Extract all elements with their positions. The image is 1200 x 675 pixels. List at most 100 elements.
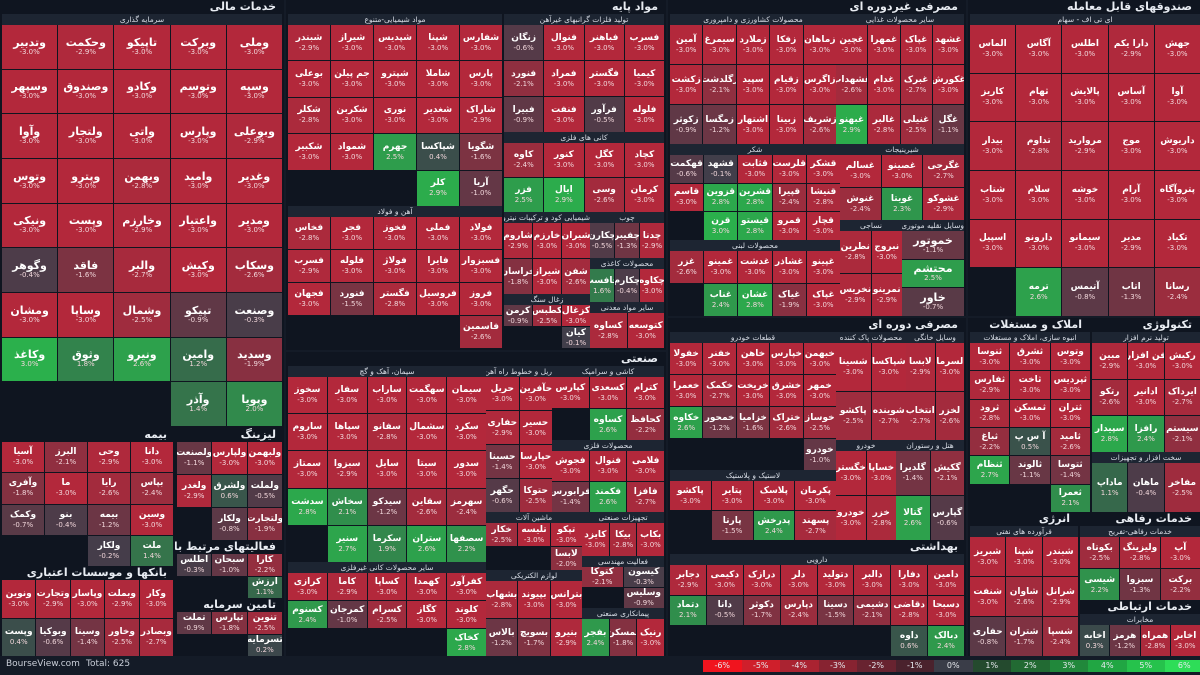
- stock-tile[interactable]: کگل -3.0%: [584, 143, 624, 177]
- stock-tile[interactable]: مبین -2.9%: [1092, 343, 1128, 379]
- stock-tile[interactable]: وشمال -2.5%: [114, 293, 170, 337]
- stock-tile[interactable]: غپاک -3.0%: [806, 284, 840, 316]
- stock-tile[interactable]: غشوکو -2.9%: [923, 188, 964, 220]
- stock-tile[interactable]: حسیر -3.0%: [519, 411, 552, 444]
- stock-tile[interactable]: واعتبار -3.0%: [170, 203, 226, 248]
- stock-tile[interactable]: پکرمان -3.0%: [795, 481, 836, 510]
- stock-tile[interactable]: ساروم -3.0%: [288, 414, 327, 451]
- stock-tile[interactable]: کسرام -2.5%: [367, 601, 407, 628]
- stock-tile[interactable]: خفنر -3.0%: [703, 343, 736, 374]
- stock-tile[interactable]: زملارد -3.0%: [736, 25, 770, 64]
- stock-tile[interactable]: فجوش -3.0%: [552, 451, 589, 481]
- stock-tile[interactable]: غمهرا -3.0%: [868, 25, 900, 64]
- stock-tile[interactable]: قلرست -3.0%: [772, 155, 806, 183]
- stock-tile[interactable]: نمرینو -2.9%: [871, 274, 902, 316]
- stock-tile[interactable]: دبالک 2.4%: [928, 626, 964, 656]
- stock-tile[interactable]: غبرک -2.7%: [900, 65, 932, 104]
- stock-tile[interactable]: وسی -2.6%: [584, 178, 624, 212]
- stock-tile[interactable]: آساس -3.0%: [1108, 73, 1154, 122]
- stock-tile[interactable]: شپاکسا 0.4%: [417, 134, 459, 170]
- stock-tile[interactable]: هرمز -1.2%: [1110, 625, 1140, 656]
- stock-tile[interactable]: دسینا -1.5%: [817, 595, 854, 626]
- stock-tile[interactable]: کچاد -3.0%: [624, 143, 664, 177]
- stock-tile[interactable]: غدام -3.0%: [868, 65, 900, 104]
- stock-tile[interactable]: دامین -3.0%: [928, 565, 964, 595]
- stock-tile[interactable]: زکوثر -0.9%: [670, 105, 703, 144]
- stock-tile[interactable]: حپارسا -3.0%: [519, 445, 552, 478]
- stock-tile[interactable]: کیمیا -3.0%: [624, 61, 664, 96]
- stock-tile[interactable]: وبرکت -3.0%: [170, 25, 226, 69]
- stock-tile[interactable]: ثتوسا -1.4%: [1050, 456, 1090, 484]
- stock-tile[interactable]: ختراک -2.6%: [770, 407, 803, 438]
- stock-tile[interactable]: شیران -3.0%: [562, 223, 590, 258]
- stock-tile[interactable]: خاور -0.7%: [902, 288, 964, 316]
- stock-tile[interactable]: شپاکسا -3.0%: [871, 343, 906, 391]
- stock-tile[interactable]: غچین -3.0%: [836, 25, 868, 64]
- stock-tile[interactable]: تپیکو -0.9%: [170, 293, 226, 337]
- stock-tile[interactable]: دتماد 2.1%: [670, 595, 706, 626]
- stock-tile[interactable]: غشاذر -3.0%: [772, 251, 806, 283]
- stock-tile[interactable]: ولپارس -3.0%: [212, 442, 247, 474]
- stock-tile[interactable]: چافست1.6%: [590, 269, 614, 302]
- stock-tile[interactable]: سیتا -3.0%: [407, 451, 447, 488]
- stock-tile[interactable]: غصینو -3.0%: [881, 155, 923, 187]
- stock-tile[interactable]: حفاری -2.9%: [486, 411, 519, 444]
- stock-tile[interactable]: دکیمی -3.0%: [706, 565, 743, 595]
- stock-tile[interactable]: وکادو -3.0%: [114, 69, 170, 114]
- stock-tile[interactable]: تپارس -1.8%: [212, 612, 247, 634]
- stock-tile[interactable]: مفاخر -2.5%: [1164, 463, 1200, 512]
- stock-tile[interactable]: غشهد -3.0%: [932, 25, 964, 64]
- stock-tile[interactable]: سپاها -3.0%: [327, 414, 367, 451]
- stock-tile[interactable]: سخوز -3.0%: [288, 377, 327, 414]
- stock-tile[interactable]: حگهر -0.6%: [486, 479, 519, 512]
- stock-tile[interactable]: اخابه 0.3%: [1080, 625, 1110, 656]
- stock-tile[interactable]: آرام -3.0%: [1108, 171, 1154, 219]
- stock-tile[interactable]: بنو -0.4%: [45, 504, 87, 535]
- stock-tile[interactable]: وآفری -1.8%: [2, 473, 44, 504]
- stock-tile[interactable]: همراه -2.8%: [1140, 625, 1170, 656]
- stock-tile[interactable]: قیستو 2.8%: [738, 212, 772, 240]
- stock-tile[interactable]: ثباغ -2.2%: [970, 428, 1010, 456]
- stock-tile[interactable]: ونیکی -3.0%: [2, 203, 58, 248]
- stock-tile[interactable]: کاما -2.9%: [327, 573, 367, 600]
- stock-tile[interactable]: حآفرین -3.0%: [519, 377, 552, 410]
- stock-tile[interactable]: گپارس -0.6%: [930, 496, 964, 540]
- stock-tile[interactable]: ما -3.0%: [45, 473, 87, 504]
- stock-tile[interactable]: محتشم 2.5%: [902, 259, 964, 288]
- stock-tile[interactable]: خزامیا -1.6%: [736, 407, 770, 438]
- stock-tile[interactable]: زقیام -3.0%: [770, 65, 803, 104]
- stock-tile[interactable]: شنفت -3.0%: [970, 577, 1006, 616]
- stock-tile[interactable]: سمتاز -3.0%: [288, 451, 327, 488]
- stock-tile[interactable]: خعمرا -3.0%: [670, 375, 703, 406]
- stock-tile[interactable]: مدیر -2.9%: [1108, 219, 1154, 268]
- stock-tile[interactable]: بیمه -1.2%: [88, 504, 130, 535]
- stock-tile[interactable]: رکیش -3.0%: [1164, 343, 1200, 379]
- stock-tile[interactable]: قشهد -0.1%: [704, 155, 738, 183]
- stock-tile[interactable]: رافزا 2.4%: [1128, 416, 1164, 452]
- stock-tile[interactable]: فرآور -0.5%: [584, 97, 624, 132]
- stock-tile[interactable]: وکیش -3.0%: [170, 248, 226, 292]
- stock-tile[interactable]: فبیرا -0.9%: [504, 97, 544, 132]
- stock-tile[interactable]: غشهداب-2.6%: [836, 65, 868, 104]
- stock-tile[interactable]: سشمال -3.0%: [407, 414, 447, 451]
- stock-tile[interactable]: شاملا -3.0%: [417, 61, 459, 97]
- stock-tile[interactable]: ومشان -3.0%: [2, 293, 58, 337]
- stock-tile[interactable]: تملت -0.9%: [177, 612, 212, 634]
- stock-tile[interactable]: کمرجان -1.0%: [327, 601, 367, 628]
- stock-tile[interactable]: وبصادر -2.7%: [139, 618, 173, 656]
- stock-tile[interactable]: رایا -2.6%: [88, 473, 130, 504]
- stock-tile[interactable]: خارزم -3.0%: [533, 223, 561, 258]
- stock-tile[interactable]: خوساز -2.5%: [803, 407, 836, 438]
- stock-tile[interactable]: خریخت -3.0%: [736, 375, 770, 406]
- stock-tile[interactable]: شتران -1.7%: [1006, 617, 1042, 656]
- stock-tile[interactable]: زماهان -3.0%: [803, 25, 836, 64]
- stock-tile[interactable]: ثالوند -1.1%: [1010, 456, 1050, 484]
- stock-tile[interactable]: خراسان-1.8%: [504, 259, 532, 294]
- stock-tile[interactable]: چکارن -0.5%: [590, 223, 614, 258]
- stock-tile[interactable]: پلاسک -3.0%: [753, 481, 795, 510]
- stock-tile[interactable]: قرن 3.0%: [704, 212, 738, 240]
- stock-tile[interactable]: ونیرو 2.6%: [114, 337, 170, 382]
- stock-tile[interactable]: ثاخت -3.0%: [1010, 371, 1050, 399]
- stock-tile[interactable]: حفاری -0.8%: [970, 617, 1006, 656]
- stock-tile[interactable]: سیدکو -1.2%: [367, 488, 407, 525]
